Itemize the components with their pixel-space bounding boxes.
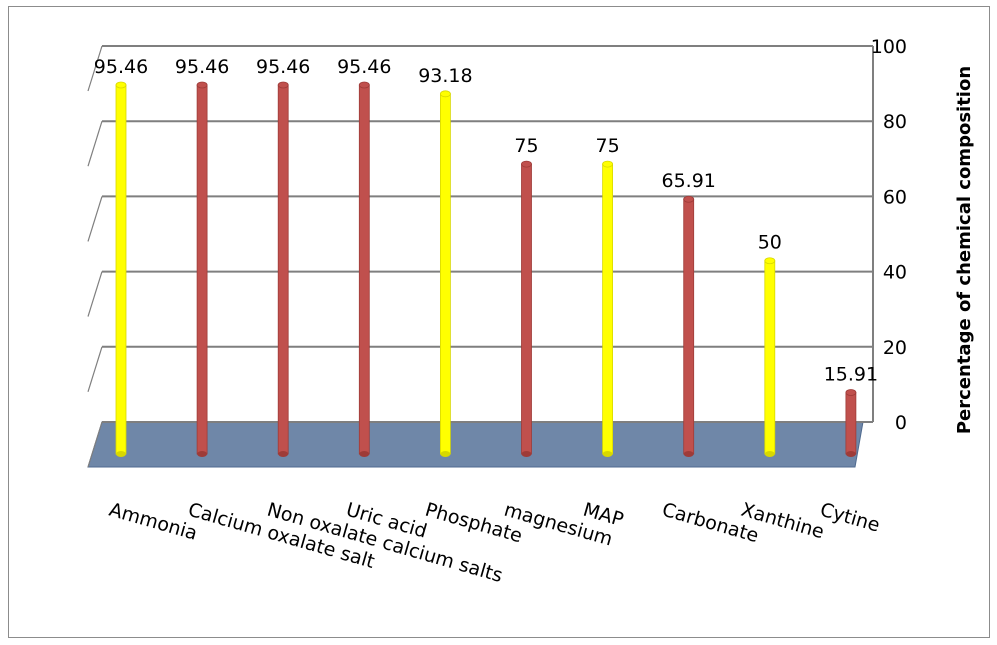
gridline-side	[87, 421, 103, 468]
bar-bottom	[278, 451, 289, 457]
bar-body	[439, 93, 451, 455]
gridline-side	[87, 121, 103, 167]
bar-top	[845, 389, 857, 396]
bar-bottom	[764, 451, 775, 457]
bar-body	[521, 163, 532, 455]
value-label: 75	[514, 135, 538, 157]
bar-body	[602, 163, 613, 455]
bar-bottom	[845, 451, 856, 457]
bar-bottom	[116, 451, 126, 457]
gridline-side	[87, 196, 103, 242]
bar-top	[521, 160, 532, 168]
bar-body	[277, 84, 289, 455]
bar	[358, 81, 370, 457]
value-label: 95.46	[337, 56, 391, 78]
bar-top	[764, 257, 776, 265]
bar-bottom	[521, 451, 532, 457]
bar-top	[115, 81, 127, 89]
bar	[602, 160, 613, 457]
gridline-side	[87, 271, 103, 317]
chart-frame	[8, 6, 990, 638]
side-wall	[88, 46, 102, 467]
bar	[683, 195, 695, 457]
y-tick-label: 40	[883, 262, 907, 284]
bar	[845, 389, 857, 457]
y-axis-label: Percentage of chemical composition	[954, 66, 975, 434]
bar	[277, 81, 289, 457]
bar	[439, 90, 451, 457]
bar	[521, 160, 532, 457]
gridline-side	[87, 45, 103, 92]
value-label: 95.46	[256, 56, 310, 78]
bar-body	[196, 84, 208, 455]
value-labels: 95.46 95.46 95.46 95.46 93.18 75 75 65.91 50 15.9…	[94, 56, 878, 386]
bar-top	[277, 81, 289, 89]
y-tick-label: 60	[883, 186, 907, 208]
gridline-side	[87, 346, 103, 392]
value-label: 65.91	[661, 170, 715, 192]
bar-body	[358, 84, 370, 455]
value-label: 95.46	[94, 56, 148, 78]
value-label: 50	[758, 232, 782, 254]
value-label: 15.91	[824, 364, 878, 386]
y-tick-label: 0	[895, 412, 907, 434]
bar	[115, 81, 127, 457]
bar	[196, 81, 208, 457]
bar-bottom	[197, 451, 208, 457]
bar-bottom	[359, 451, 370, 457]
value-label: 75	[596, 135, 620, 157]
category-label: Cytine	[818, 499, 883, 537]
category-label: Ammonia	[107, 499, 200, 545]
bar-body	[764, 260, 776, 455]
bar-top	[358, 81, 370, 89]
bars	[115, 81, 857, 457]
y-tick-labels: 0 20 40 60 80 100	[871, 36, 907, 434]
bar-bottom	[683, 451, 694, 457]
bar-bottom	[440, 451, 451, 457]
bar-body	[683, 198, 695, 455]
bar-top	[683, 195, 695, 203]
chart-walls	[88, 46, 102, 467]
y-tick-label: 20	[883, 337, 907, 359]
bar-body	[845, 392, 857, 455]
value-label: 93.18	[418, 65, 472, 87]
bar-bottom	[602, 451, 613, 457]
bar-top	[196, 81, 208, 89]
bar-top	[439, 90, 451, 98]
bar	[764, 257, 776, 457]
bar-body	[115, 84, 127, 455]
y-tick-label: 100	[871, 36, 907, 58]
y-tick-label: 80	[883, 111, 907, 133]
gridlines	[87, 45, 874, 468]
value-label: 95.46	[175, 56, 229, 78]
bar-top	[602, 160, 613, 168]
